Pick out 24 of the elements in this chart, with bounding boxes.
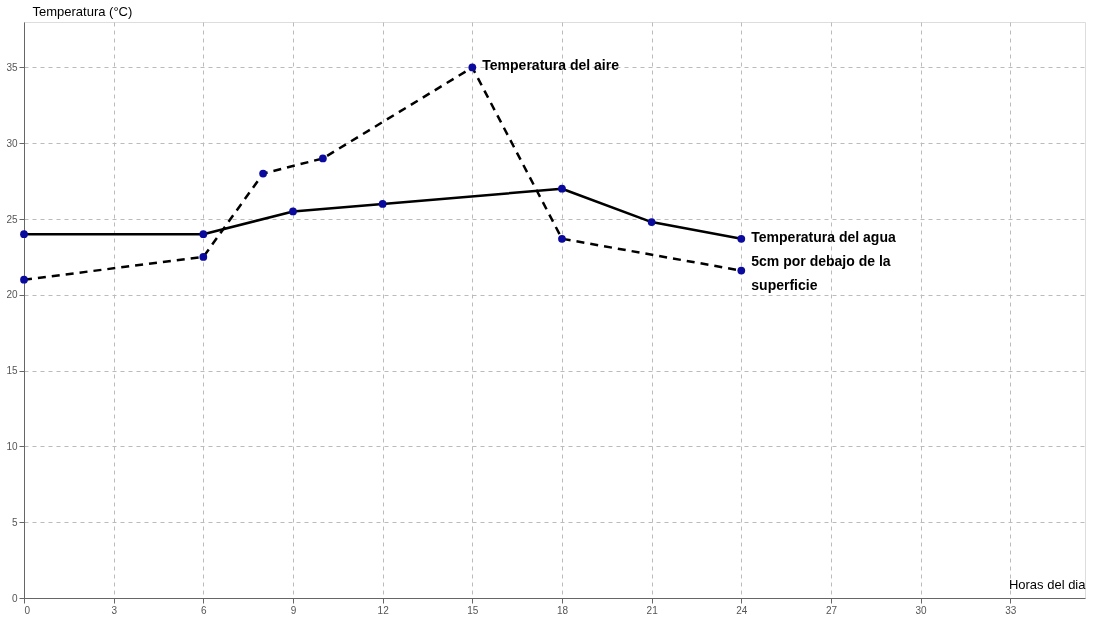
y-tick-label: 10 <box>6 440 18 452</box>
x-axis-title: Horas del dia <box>1008 576 1087 592</box>
x-tick-label: 0 <box>24 604 31 616</box>
y-tick-label: 0 <box>11 592 18 604</box>
y-tick-label: 20 <box>6 289 18 301</box>
x-tick-label: 15 <box>467 604 479 616</box>
x-tick-label: 33 <box>1005 604 1017 616</box>
series-label: Temperatura del agua 5cm por debajo de la superficie <box>751 228 896 293</box>
x-tick-label: 30 <box>915 604 928 616</box>
y-tick-label: 25 <box>6 213 18 225</box>
x-tick-label: 6 <box>201 604 208 616</box>
x-tick-label: 27 <box>825 604 838 616</box>
x-tick-label: 21 <box>646 604 659 616</box>
x-tick-label: 9 <box>290 604 297 616</box>
series-label: Temperatura del aire <box>482 57 620 74</box>
y-tick-label: 15 <box>6 365 18 377</box>
x-tick-label: 3 <box>111 604 118 616</box>
x-tick-label: 12 <box>377 604 390 616</box>
x-tick-label: 24 <box>736 604 748 616</box>
y-axis-title: Temperatura (°C) <box>32 3 133 19</box>
y-tick-label: 35 <box>6 61 18 73</box>
y-tick-label: 30 <box>6 137 18 149</box>
y-tick-label: 5 <box>11 516 18 528</box>
x-tick-label: 18 <box>556 604 569 616</box>
